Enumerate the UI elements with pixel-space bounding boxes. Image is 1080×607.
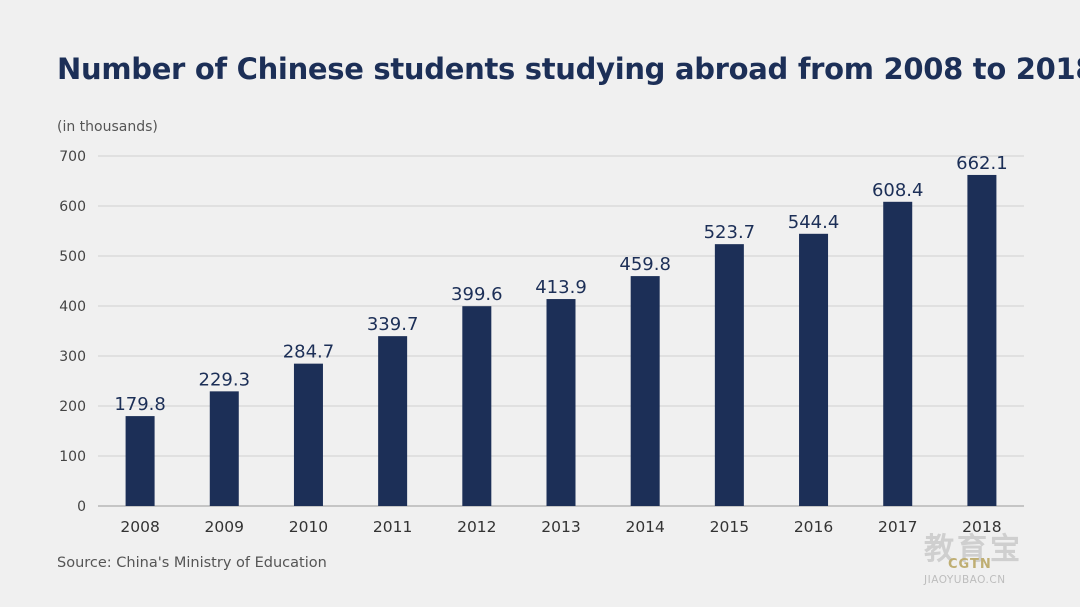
- data-label: 284.7: [283, 342, 335, 363]
- bar: [967, 174, 997, 506]
- y-tick-label: 100: [59, 449, 86, 465]
- y-tick-label: 0: [77, 499, 86, 515]
- data-label: 523.7: [704, 222, 756, 243]
- chart-title: Number of Chinese students studying abro…: [57, 52, 1080, 86]
- data-label: 339.7: [367, 314, 419, 335]
- y-tick-label: 700: [59, 149, 86, 165]
- x-tick-label: 2018: [962, 518, 1001, 536]
- x-tick-label: 2012: [457, 518, 496, 536]
- x-tick-label: 2017: [878, 518, 917, 536]
- x-tick-label: 2009: [205, 518, 244, 536]
- x-tick-label: 2016: [794, 518, 833, 536]
- y-tick-label: 600: [59, 199, 86, 215]
- data-label: 544.4: [788, 212, 840, 233]
- x-tick-label: 2013: [541, 518, 580, 536]
- watermark-main: 教育宝: [924, 532, 1023, 567]
- bar: [799, 233, 829, 507]
- y-tick-label: 300: [59, 349, 86, 365]
- watermark-brand: CGTN: [948, 557, 992, 572]
- y-tick-label: 500: [59, 249, 86, 265]
- x-tick-label: 2011: [373, 518, 412, 536]
- x-tick-label: 2015: [710, 518, 749, 536]
- y-unit-label: (in thousands): [57, 119, 158, 135]
- data-label: 413.9: [535, 277, 587, 298]
- bar: [293, 363, 323, 506]
- y-axis-ticks: 0 100 200 300 400 500 600 700: [59, 149, 86, 515]
- x-tick-label: 2014: [625, 518, 664, 536]
- y-tick-label: 200: [59, 399, 86, 415]
- data-label: 459.8: [619, 254, 671, 275]
- data-label: 229.3: [199, 369, 251, 390]
- bar: [883, 201, 913, 507]
- bar: [125, 416, 155, 506]
- x-tick-label: 2008: [120, 518, 159, 536]
- watermark-sub: JIAOYUBAO.CN: [924, 574, 1006, 586]
- bar: [630, 276, 660, 506]
- watermark-logo: 教育宝 CGTN JIAOYUBAO.CN: [924, 532, 1064, 587]
- data-label: 399.6: [451, 284, 503, 305]
- data-label: 608.4: [872, 180, 924, 201]
- y-tick-label: 400: [59, 299, 86, 315]
- bar: [378, 336, 408, 506]
- source-note: Source: China's Ministry of Education: [57, 555, 327, 571]
- data-labels: 179.8 229.3 284.7 339.7 399.6 413.9 459.8 523.7…: [114, 153, 1007, 415]
- data-label: 662.1: [956, 153, 1008, 174]
- bar: [462, 306, 492, 506]
- x-tick-label: 2010: [289, 518, 328, 536]
- bar: [209, 391, 239, 506]
- bar: [714, 244, 744, 506]
- x-axis-ticks: 2008 2009 2010 2011 2012 2013 2014 2015 2016 2017…: [120, 518, 1001, 536]
- bars: [125, 174, 997, 507]
- data-label: 179.8: [114, 394, 166, 415]
- bar: [546, 299, 576, 506]
